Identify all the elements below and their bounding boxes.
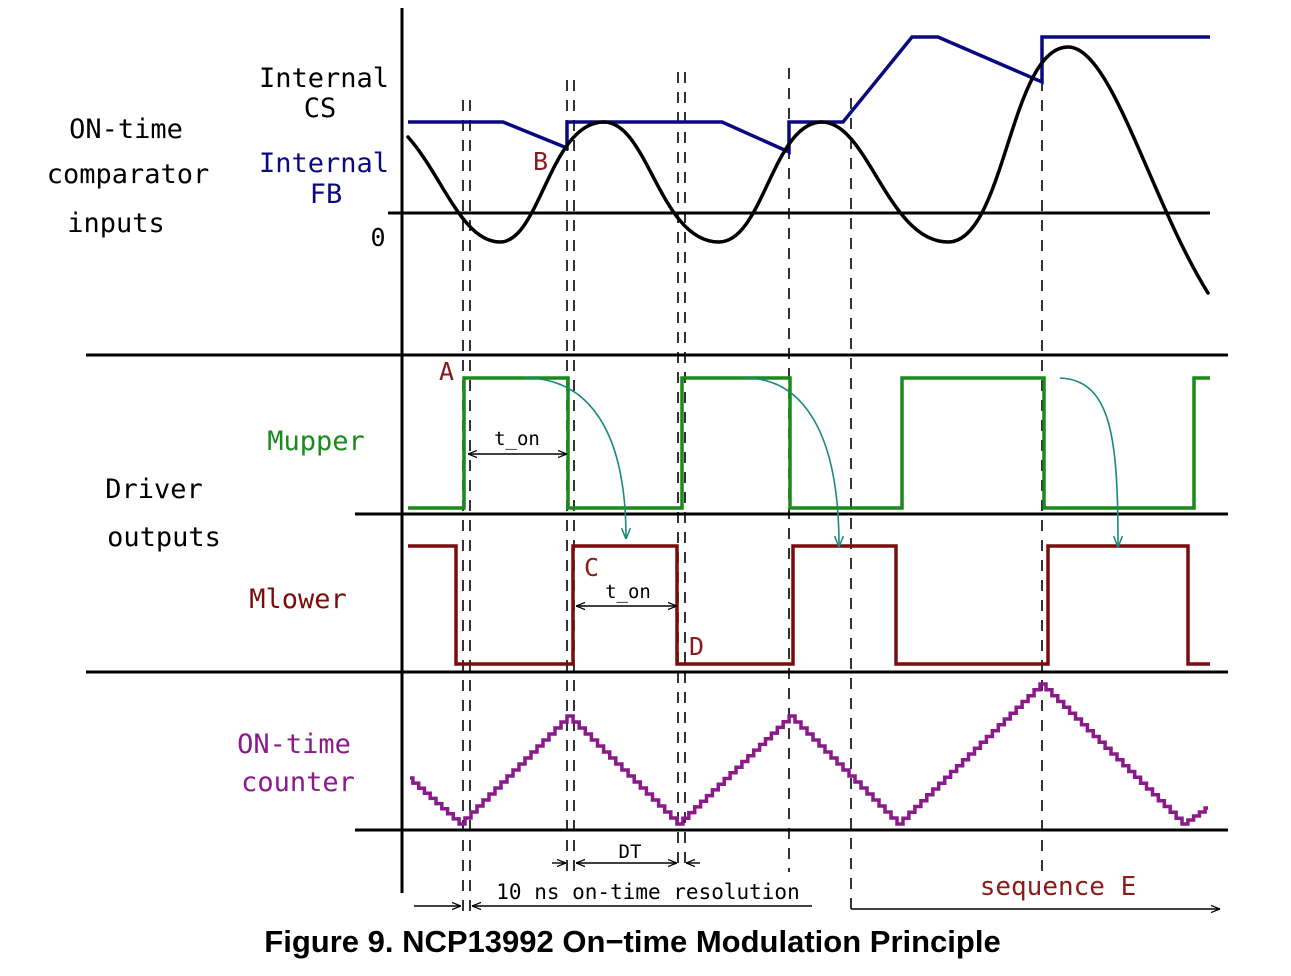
svg-text:ON-time: ON-time [69,114,183,145]
internal-cs-label: Internal CS [259,63,389,124]
figure-caption: Figure 9. NCP13992 On−time Modulation Pr… [264,924,1001,959]
mlower-waveform [408,544,1210,666]
timing-markers [462,40,1043,912]
svg-text:Internal: Internal [259,63,389,94]
t-on-lower: t_on [605,581,651,603]
marker-c: C [584,553,599,582]
svg-text:comparator: comparator [47,159,210,190]
mlower-label: Mlower [249,584,347,615]
annotations: t_on t_on DT 10 ns on-time resolution [494,428,800,904]
resolution-label: 10 ns on-time resolution [496,880,799,904]
zero-label: 0 [370,223,385,252]
svg-text:ON-time: ON-time [237,729,351,760]
comparator-section-label: ON-time comparator inputs [47,114,210,239]
sequence-e-label: sequence E [980,872,1137,902]
svg-text:Internal: Internal [259,148,389,179]
dt-label: DT [619,841,642,863]
svg-text:CS: CS [304,93,337,124]
point-markers: A B C D [439,147,704,661]
svg-text:Driver: Driver [105,474,203,505]
svg-text:counter: counter [241,767,355,798]
mupper-waveform [408,376,1210,510]
marker-a: A [439,357,454,386]
driver-section-label: Driver outputs [105,474,221,553]
t-on-upper: t_on [494,428,540,450]
delay-arrows [524,377,1118,546]
internal-cs-waveform [406,45,1210,295]
svg-text:outputs: outputs [107,522,221,553]
internal-fb-waveform [408,35,1210,155]
ontime-counter-label: ON-time counter [237,729,355,798]
svg-text:FB: FB [310,179,343,210]
dimension-arrows [414,454,1220,909]
svg-text:inputs: inputs [67,208,165,239]
internal-fb-label: Internal FB [259,148,389,210]
ontime-counter-waveform [410,682,1208,826]
marker-b: B [533,147,548,176]
mupper-label: Mupper [267,426,365,457]
marker-d: D [689,632,704,661]
